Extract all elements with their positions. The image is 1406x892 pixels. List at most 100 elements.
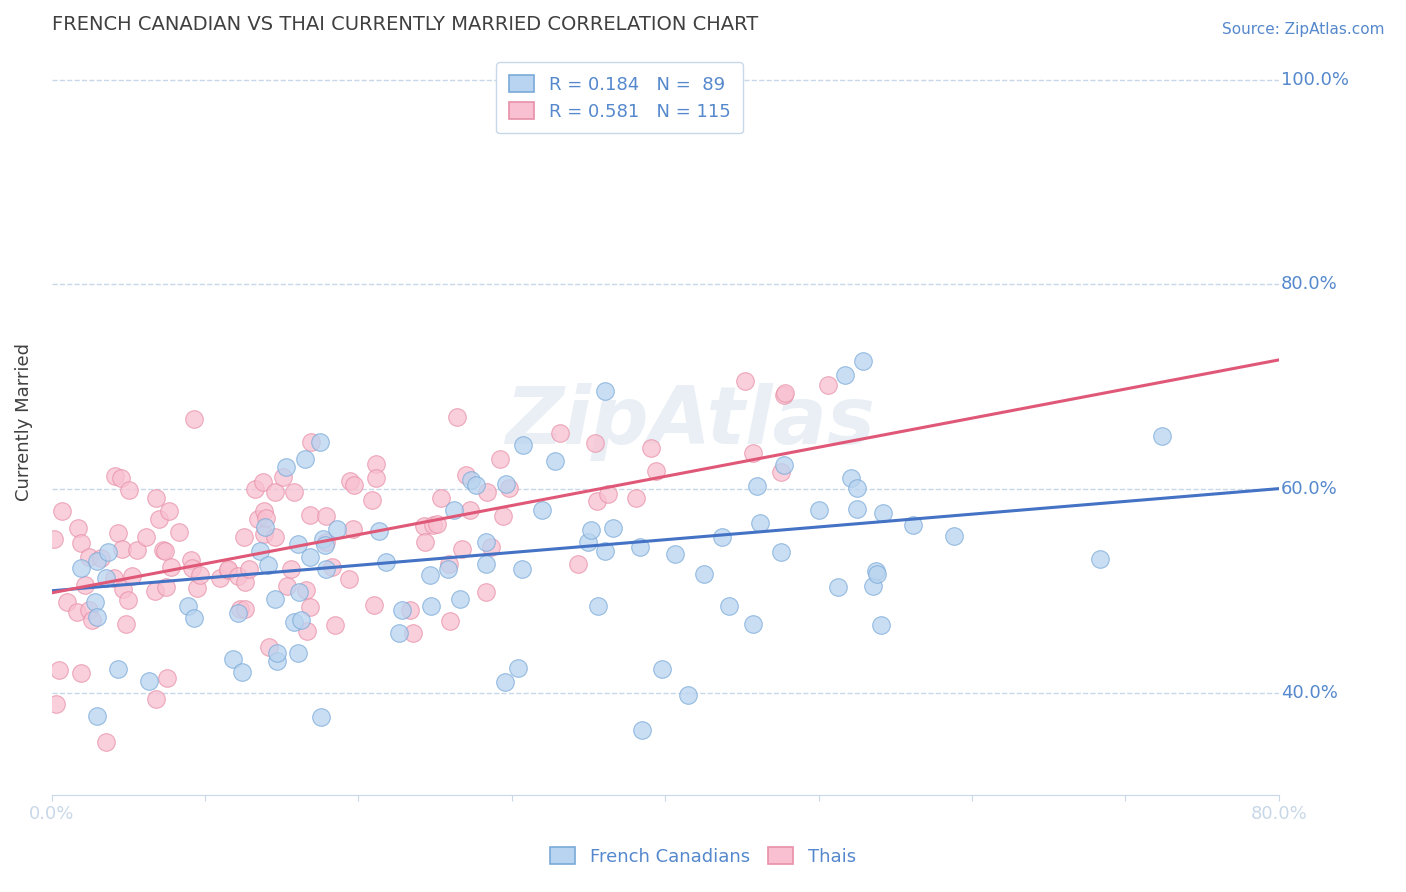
Point xyxy=(96,735,118,749)
Point xyxy=(846,502,869,516)
Point xyxy=(245,482,267,496)
Point xyxy=(66,605,89,619)
Point xyxy=(361,492,384,507)
Point xyxy=(222,652,245,666)
Point xyxy=(510,561,533,575)
Point xyxy=(474,534,496,549)
Point xyxy=(107,662,129,676)
Point xyxy=(157,504,180,518)
Point xyxy=(437,562,460,576)
Point xyxy=(283,615,305,629)
Point xyxy=(323,617,346,632)
Point xyxy=(402,625,425,640)
Point xyxy=(263,591,285,606)
Point xyxy=(167,525,190,540)
Point xyxy=(295,582,318,597)
Point xyxy=(117,592,139,607)
Point xyxy=(474,558,496,572)
Point xyxy=(494,675,516,690)
Point xyxy=(121,568,143,582)
Point xyxy=(426,516,449,531)
Point xyxy=(422,518,444,533)
Point xyxy=(153,543,176,558)
Point xyxy=(775,386,797,401)
Point xyxy=(506,661,529,675)
Point xyxy=(651,662,673,676)
Point xyxy=(257,558,280,572)
Point xyxy=(576,535,599,549)
Point xyxy=(456,467,478,482)
Point xyxy=(772,458,794,473)
Point xyxy=(664,547,686,561)
Point xyxy=(446,410,468,425)
Legend: R = 0.184   N =  89, R = 0.581   N = 115: R = 0.184 N = 89, R = 0.581 N = 115 xyxy=(496,62,744,133)
Point xyxy=(180,561,202,575)
Point xyxy=(79,550,101,565)
Point xyxy=(388,625,411,640)
Point xyxy=(488,451,510,466)
Point xyxy=(228,606,250,620)
Point xyxy=(343,478,366,492)
Point xyxy=(104,469,127,483)
Point xyxy=(264,484,287,499)
Point xyxy=(593,384,616,398)
Point xyxy=(544,453,567,467)
Point xyxy=(183,610,205,624)
Point xyxy=(315,561,337,575)
Point xyxy=(465,477,488,491)
Point xyxy=(339,474,361,488)
Point xyxy=(413,535,436,549)
Point xyxy=(772,387,794,401)
Point xyxy=(942,529,965,543)
Point xyxy=(110,471,132,485)
Point xyxy=(145,692,167,706)
Point xyxy=(183,412,205,426)
Point xyxy=(287,646,309,660)
Point xyxy=(159,559,181,574)
Text: 80.0%: 80.0% xyxy=(1281,276,1339,293)
Point xyxy=(479,540,502,554)
Point xyxy=(80,613,103,627)
Point xyxy=(866,566,889,581)
Point xyxy=(152,543,174,558)
Point xyxy=(186,581,208,595)
Point xyxy=(138,673,160,688)
Point xyxy=(232,531,254,545)
Point xyxy=(640,441,662,455)
Point xyxy=(808,502,831,516)
Point xyxy=(67,521,90,535)
Point xyxy=(231,665,253,680)
Point xyxy=(630,541,652,555)
Point xyxy=(430,491,453,505)
Point xyxy=(742,446,765,460)
Point xyxy=(443,503,465,517)
Point xyxy=(148,511,170,525)
Point xyxy=(254,511,277,525)
Point xyxy=(311,710,333,724)
Text: FRENCH CANADIAN VS THAI CURRENTLY MARRIED CORRELATION CHART: FRENCH CANADIAN VS THAI CURRENTLY MARRIE… xyxy=(52,15,758,34)
Point xyxy=(321,560,343,574)
Y-axis label: Currently Married: Currently Married xyxy=(15,343,32,501)
Point xyxy=(280,562,302,576)
Point xyxy=(298,549,321,564)
Point xyxy=(253,527,276,541)
Point xyxy=(257,640,280,655)
Point xyxy=(299,434,322,449)
Point xyxy=(69,536,91,550)
Point xyxy=(717,599,740,613)
Point xyxy=(266,654,288,668)
Point xyxy=(155,580,177,594)
Point xyxy=(180,553,202,567)
Point xyxy=(460,474,482,488)
Point xyxy=(247,512,270,526)
Point xyxy=(295,624,318,638)
Point xyxy=(315,509,337,524)
Point xyxy=(299,508,322,522)
Point xyxy=(449,591,471,606)
Legend: French Canadians, Thais: French Canadians, Thais xyxy=(537,834,869,879)
Point xyxy=(188,568,211,582)
Point xyxy=(862,579,884,593)
Point xyxy=(512,438,534,452)
Point xyxy=(253,520,276,534)
Point xyxy=(586,494,609,508)
